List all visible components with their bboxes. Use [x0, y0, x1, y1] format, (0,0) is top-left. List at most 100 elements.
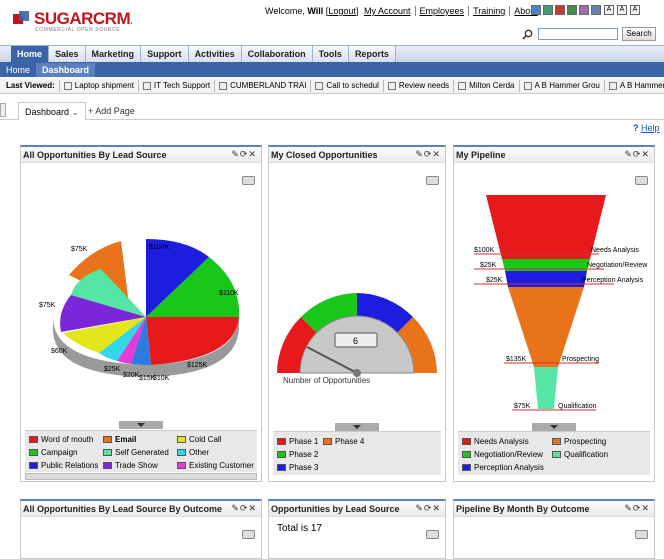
theme-swatch[interactable] [555, 5, 565, 15]
legend-label: Campaign [41, 448, 78, 457]
last-viewed-item[interactable]: IT Tech Support [137, 79, 214, 92]
pie-label: $100K [149, 244, 170, 251]
font-size-button[interactable]: A [604, 5, 614, 15]
theme-swatch[interactable] [579, 5, 589, 15]
print-icon[interactable] [242, 530, 255, 539]
funnel-stage-name: Needs Analysis [591, 247, 639, 254]
pie-label: $125K [187, 362, 208, 369]
dashlet-pipeline-by-month: Pipeline By Month By Outcome ✎⟳✕ [453, 499, 655, 559]
dashlet-tools[interactable]: ✎⟳✕ [415, 503, 441, 513]
legend-item: Phase 2 [277, 450, 318, 459]
employees-link[interactable]: Employees [416, 6, 470, 16]
legend-item: Cold Call [177, 435, 221, 444]
print-icon[interactable] [635, 176, 648, 185]
dashlet-tools[interactable]: ✎⟳✕ [415, 149, 441, 159]
legend-label: Phase 1 [289, 437, 319, 446]
my-account-link[interactable]: My Account [360, 6, 416, 16]
tab-tools[interactable]: Tools [312, 46, 349, 62]
module-tabs: Home Sales Marketing Support Activities … [11, 46, 396, 62]
user-name: Will [307, 6, 324, 16]
tab-reports[interactable]: Reports [348, 46, 396, 62]
tab-sales[interactable]: Sales [49, 46, 86, 62]
print-icon[interactable] [426, 530, 439, 539]
last-viewed-item[interactable]: A B Hammer Grou [603, 79, 664, 92]
pie-label: $15K [139, 375, 156, 382]
about-link[interactable]: About [514, 6, 538, 16]
legend-toggle[interactable] [119, 421, 163, 429]
collapse-handle[interactable] [0, 103, 6, 117]
brand-suffix: CRM [92, 9, 131, 28]
dashlet-header: All Opportunities By Lead Source By Outc… [21, 501, 261, 517]
top-links: My Account Employees Training About [360, 6, 542, 16]
tab-support[interactable]: Support [141, 46, 189, 62]
pie-label: $10K [153, 375, 170, 382]
legend-swatch [29, 462, 38, 469]
last-viewed-item[interactable]: Call to schedul [310, 79, 382, 92]
funnel-amount: $135K [506, 356, 527, 363]
logout-link[interactable]: Logout [328, 6, 356, 16]
funnel-amount: $25K [480, 262, 497, 269]
legend-toggle[interactable] [532, 423, 576, 431]
legend-item: Word of mouth [29, 435, 93, 444]
brand-logo: SUGARCRM. [34, 9, 133, 29]
legend-label: Phase 3 [289, 463, 319, 472]
pie-slice-public-relations [60, 295, 146, 332]
funnel-stage-name: Prospecting [562, 356, 599, 363]
theme-swatch[interactable] [543, 5, 553, 15]
add-page-link[interactable]: + Add Page [88, 106, 135, 116]
tab-marketing[interactable]: Marketing [85, 46, 142, 62]
tab-collaboration[interactable]: Collaboration [241, 46, 313, 62]
last-viewed-item[interactable]: Laptop shipment [58, 79, 138, 92]
font-size-button[interactable]: A [617, 5, 627, 15]
font-size-button[interactable]: A [630, 5, 640, 15]
tab-home[interactable]: Home [11, 46, 50, 62]
legend-label: Perception Analysis [474, 463, 544, 472]
pie-label: $75K [71, 246, 88, 253]
dashlet-tools[interactable]: ✎⟳✕ [624, 503, 650, 513]
training-link[interactable]: Training [469, 6, 511, 16]
sub-tabs: Home Dashboard [0, 63, 96, 77]
dashlet-tools[interactable]: ✎⟳✕ [624, 149, 650, 159]
pie-label: $20K [123, 372, 140, 379]
legend-swatch [277, 438, 286, 445]
legend-item: Prospecting [552, 437, 606, 446]
search-input[interactable] [538, 28, 618, 40]
subtab-home[interactable]: Home [6, 65, 31, 75]
print-icon[interactable] [426, 176, 439, 185]
last-viewed-item[interactable]: Review needs [382, 79, 453, 92]
dashlet-title: My Closed Opportunities [271, 150, 378, 160]
brand-tagline: COMMERCIAL OPEN SOURCE [35, 27, 121, 33]
funnel-stage-negotiation [502, 259, 590, 271]
help-link[interactable]: ? Help [633, 123, 660, 133]
last-viewed-item[interactable]: A B Hammer Grou [518, 79, 604, 92]
pie-slice-cold-call [146, 239, 209, 317]
dashlet-lead-source: All Opportunities By Lead Source ✎⟳✕ $75… [20, 145, 262, 482]
theme-swatch[interactable] [531, 5, 541, 15]
pie-label: $60K [51, 348, 68, 355]
print-icon[interactable] [635, 530, 648, 539]
legend-item: Other [177, 448, 209, 457]
dashboard-page-tab[interactable]: Dashboard ⌄ [18, 102, 87, 121]
print-icon[interactable] [242, 176, 255, 185]
legend-toggle[interactable] [335, 423, 379, 431]
legend-scrollbar[interactable] [25, 473, 257, 480]
dashboard-page-tab-label: Dashboard [25, 107, 70, 117]
legend-swatch [277, 464, 286, 471]
pie-slice-other [117, 317, 146, 364]
legend-swatch [103, 436, 112, 443]
gauge-readout-box [334, 332, 378, 348]
last-viewed-item[interactable]: CUMBERLAND TRAI [214, 79, 310, 92]
theme-swatch[interactable] [567, 5, 577, 15]
search-button[interactable]: Search [622, 27, 656, 41]
theme-swatch[interactable] [591, 5, 601, 15]
legend-label: Other [189, 448, 210, 457]
last-viewed-item[interactable]: Milton Cerda [453, 79, 518, 92]
subtab-dashboard[interactable]: Dashboard [36, 63, 96, 77]
legend-swatch [552, 451, 561, 458]
dashlet-tools[interactable]: ✎⟳✕ [231, 149, 257, 159]
dashlet-tools[interactable]: ✎⟳✕ [231, 503, 257, 513]
legend-swatch [323, 438, 332, 445]
tab-activities[interactable]: Activities [188, 46, 242, 62]
case-icon [142, 81, 151, 90]
pie-depth [53, 317, 239, 377]
